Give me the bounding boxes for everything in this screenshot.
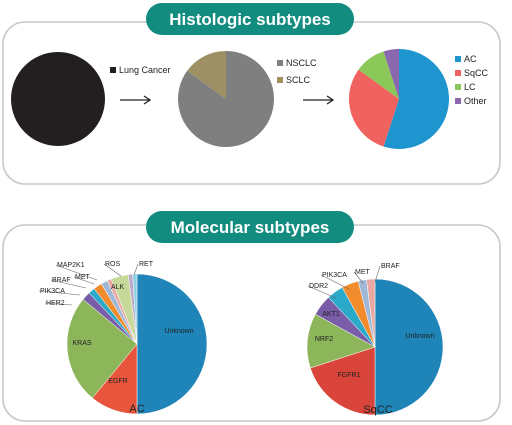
pie-5-label-fgfr1: FGFR1 [338, 372, 361, 379]
histologic-banner [146, 3, 354, 35]
pie-4-label-unknown: Unknown [164, 328, 193, 335]
pie-5-leader-ddr2 [307, 285, 337, 299]
pie-5-label-ddr2: DDR2 [309, 283, 328, 290]
pie-1-legend-lung-cancer: Lung Cancer [119, 65, 171, 75]
pie-4-leader-met [73, 276, 95, 285]
pie-4-leader-her2 [44, 302, 73, 306]
charts-layer: Lung Cancer NSCLC SCLC AC SqCC LC Other Unknown… [11, 48, 489, 416]
pie-2-legend-nsclc: NSCLC [286, 58, 317, 68]
pie-2-legend-swatch-nsclc [277, 60, 283, 66]
pie-5-label-pik3ca: PIK3CA [322, 272, 347, 279]
pie-4-label-kras: KRAS [72, 340, 91, 347]
pie-4-leader-map2k1 [55, 264, 98, 281]
pie-4-label-ros: ROS [105, 261, 121, 268]
pie-1-legend-swatch-lung-cancer [110, 67, 116, 73]
pie-4-leader-ros [103, 263, 122, 277]
arrow-2-icon [303, 95, 335, 105]
pie-5-label-nrf2: NRF2 [315, 336, 333, 343]
pie-5-label-met: MET [355, 269, 371, 276]
pie-4-slice-kras [66, 299, 138, 399]
histologic-title: Histologic subtypes [169, 10, 331, 29]
pie-3-legend-other: Other [464, 96, 487, 106]
pie-4-caption: AC [129, 403, 144, 415]
pie-3-slice-other [383, 49, 399, 99]
pie-3-legend-swatch-sqcc [455, 70, 461, 76]
pie-4-label-her2: HER2 [46, 300, 65, 307]
pie-chart-2: NSCLC SCLC [178, 51, 317, 148]
pie-4-label-map2k1: MAP2K1 [57, 262, 85, 269]
pie-3-slice-sqcc [349, 69, 399, 147]
pie-chart-5: Unknown FGFR1 NRF2 AKT1 DDR2 PIK3CA MET BRAF SqC… [306, 263, 444, 416]
pie-3-legend-swatch-lc [455, 84, 461, 90]
pie-3-slice-ac [383, 48, 450, 149]
pie-4-label-braf: BRAF [52, 277, 71, 284]
pie-3-legend-swatch-ac [455, 56, 461, 62]
pie-chart-4: Unknown EGFR KRAS HER2 PIK3CA BRAF MET MAP2K1 AL… [38, 261, 208, 415]
pie-4-slice-unknown [136, 273, 208, 415]
pie-5-slice-nrf2 [306, 313, 376, 369]
pie-3-legend-swatch-other [455, 98, 461, 104]
pie-2-legend-sclc: SCLC [286, 75, 311, 85]
pie-chart-3: AC SqCC LC Other [349, 48, 489, 149]
pie-4-label-ret: RET [139, 261, 154, 268]
pie-5-label-braf: BRAF [381, 263, 400, 270]
pie-5-leader-braf [374, 265, 381, 283]
arrow-1-icon [120, 95, 152, 105]
pie-3-legend-lc: LC [464, 82, 476, 92]
pie-4-leader-pik3ca [38, 290, 81, 296]
pie-3-legend-ac: AC [464, 54, 477, 64]
pie-4-label-alk: ALK [111, 284, 125, 291]
pie-4-label-met: MET [75, 274, 91, 281]
pie-3-slice-lc [358, 51, 399, 99]
pie-5-slice-fgfr1 [310, 346, 376, 416]
pie-2-slice-nsclc [178, 51, 275, 148]
pie-3-legend-sqcc: SqCC [464, 68, 489, 78]
pie-5-slice-unknown [374, 278, 444, 416]
pie-4-leader-ret [133, 263, 139, 276]
pie-4-leader-braf [50, 279, 87, 289]
pie-5-label-akt1: AKT1 [322, 311, 340, 318]
pie-5-leader-pik3ca [320, 274, 350, 290]
pie-5-slice-braf [366, 278, 376, 348]
pie-5-caption: SqCC [363, 404, 392, 416]
pie-2-slice-sclc [187, 51, 226, 99]
pie-4-slice-ret [132, 273, 138, 345]
pie-chart-1: Lung Cancer [11, 52, 171, 146]
pie-4-label-pik3ca: PIK3CA [40, 288, 65, 295]
pie-1-slice-lung-cancer [11, 52, 105, 146]
molecular-banner [146, 211, 354, 243]
molecular-title: Molecular subtypes [171, 218, 330, 237]
pie-4-label-egfr: EGFR [108, 378, 127, 385]
pie-2-legend-swatch-sclc [277, 77, 283, 83]
pie-5-label-unknown: Unknown [405, 333, 434, 340]
pie-5-leader-met [353, 271, 364, 284]
